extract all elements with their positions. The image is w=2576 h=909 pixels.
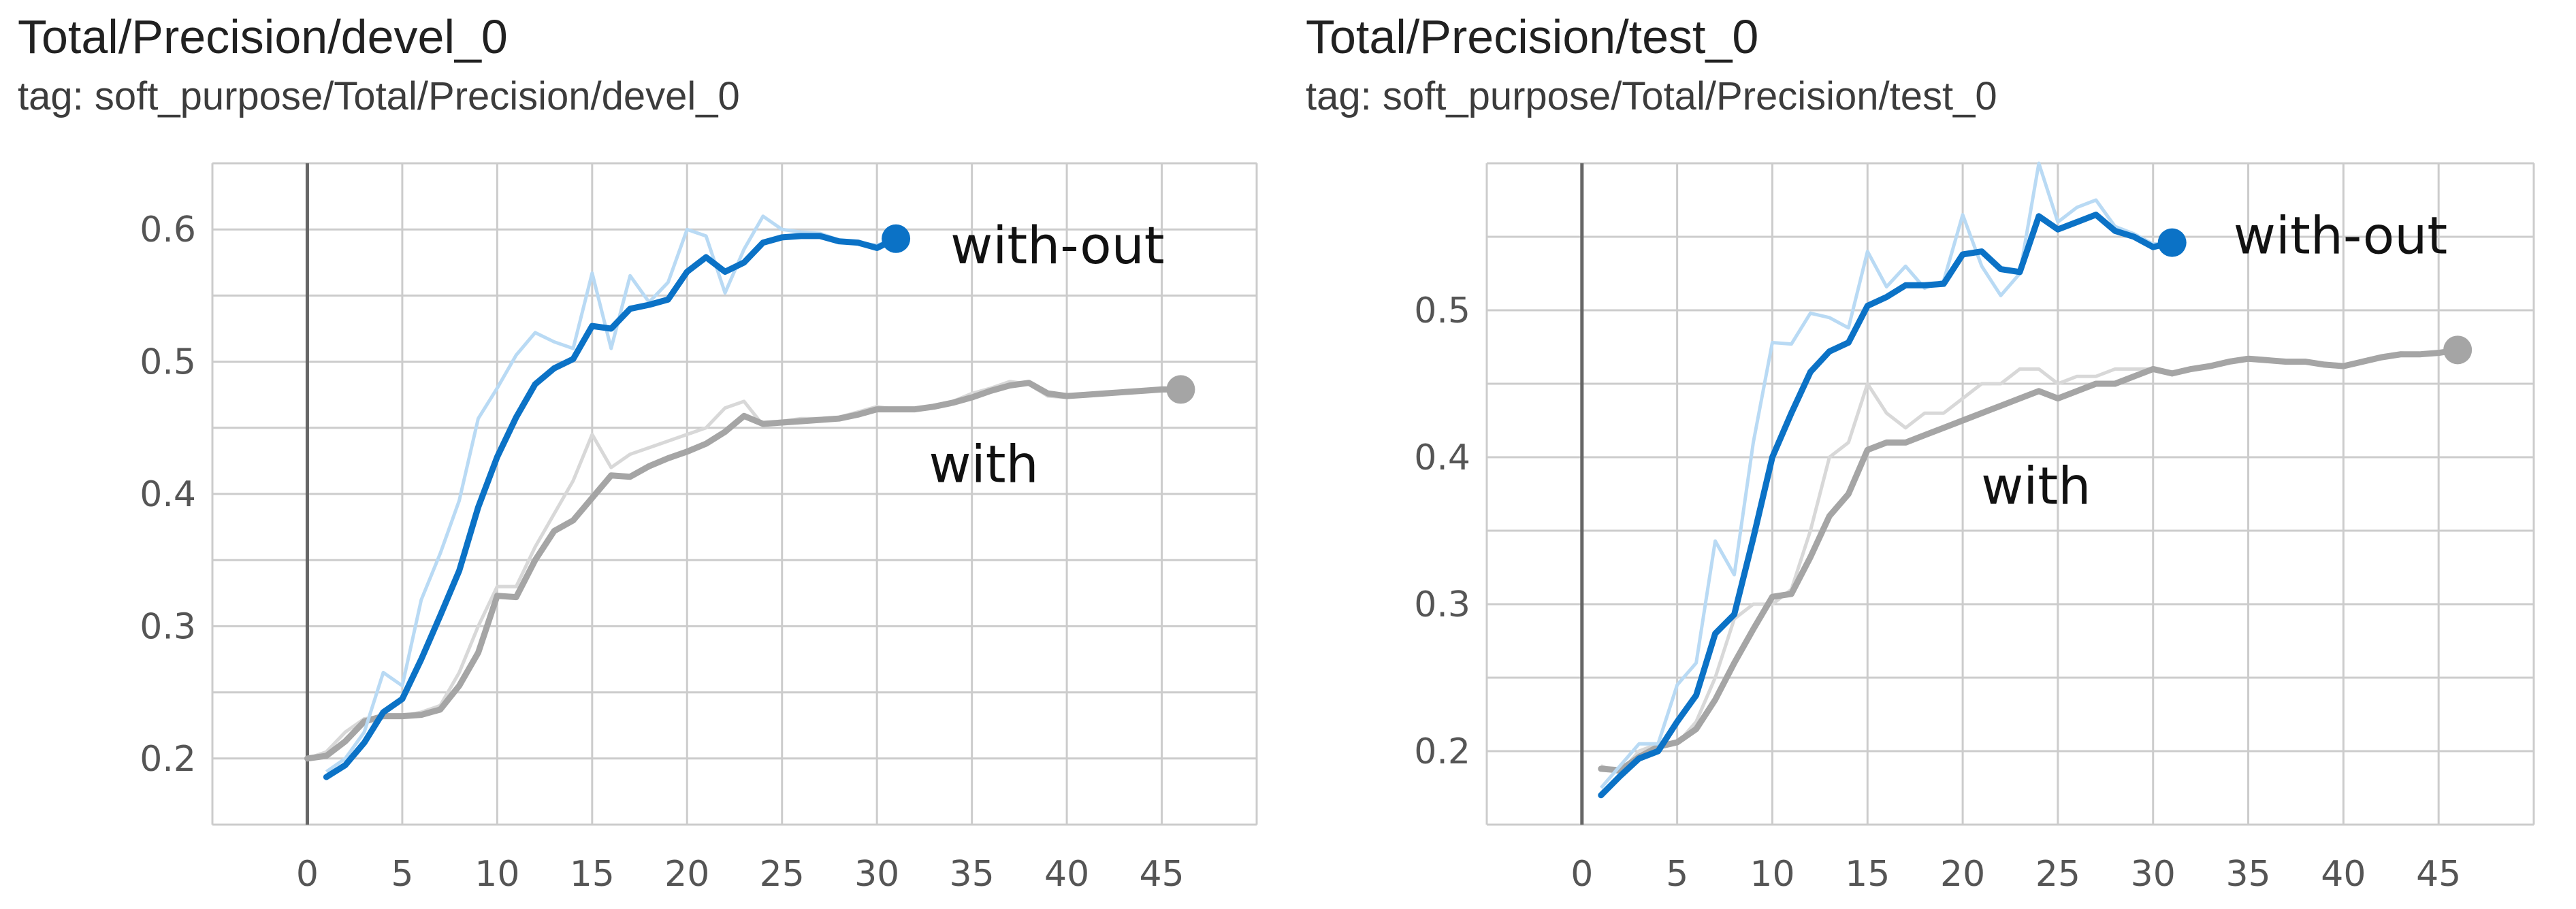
chart-title: Total/Precision/test_0 bbox=[1306, 10, 1759, 63]
y-tick-label: 0.4 bbox=[140, 474, 196, 515]
x-tick-label: 35 bbox=[2225, 854, 2270, 895]
y-tick-label: 0.2 bbox=[140, 739, 196, 780]
x-tick-label: 40 bbox=[2321, 854, 2366, 895]
y-tick-label: 0.6 bbox=[140, 210, 196, 250]
series-raw-line bbox=[1599, 161, 2172, 789]
y-tick-label: 0.3 bbox=[140, 606, 196, 647]
series-raw-line bbox=[325, 214, 897, 774]
y-tick-label: 0.2 bbox=[1414, 731, 1470, 772]
x-tick-label: 20 bbox=[1940, 854, 1985, 895]
chart-panel-test: Total/Precision/test_0 tag: soft_purpose… bbox=[1288, 0, 2561, 909]
x-tick-label: 0 bbox=[296, 854, 319, 895]
series-label: with-out bbox=[950, 215, 1165, 276]
series-endpoint-marker bbox=[2443, 335, 2473, 365]
x-tick-label: 30 bbox=[2131, 854, 2176, 895]
x-tick-label: 30 bbox=[854, 854, 899, 895]
chart-devel: 0.2 0.3 0.4 0.5 0.6 0 5 10 15 20 25 30 35 40 45 with-ou… bbox=[140, 162, 1258, 895]
x-tick-label: 45 bbox=[2416, 854, 2461, 895]
series-raw-line bbox=[306, 380, 1181, 761]
y-tick-label: 0.5 bbox=[140, 342, 196, 383]
x-tick-label: 40 bbox=[1044, 854, 1089, 895]
series-endpoint-marker bbox=[882, 224, 911, 253]
x-tick-label: 10 bbox=[474, 854, 519, 895]
series-endpoint-marker bbox=[2157, 228, 2187, 257]
series-smoothed-line bbox=[323, 233, 899, 780]
y-tick-label: 0.5 bbox=[1414, 291, 1470, 331]
series-label: with bbox=[1981, 455, 2091, 516]
chart-test: 0.2 0.3 0.4 0.5 0 5 10 15 20 25 30 35 40 45 with-out wi… bbox=[1414, 161, 2535, 895]
chart-subtitle: tag: soft_purpose/Total/Precision/devel_… bbox=[18, 74, 740, 118]
y-tick-label: 0.3 bbox=[1414, 584, 1470, 625]
x-tick-label: 15 bbox=[1845, 854, 1890, 895]
series-label: with bbox=[929, 433, 1038, 494]
x-tick-label: 25 bbox=[2035, 854, 2080, 895]
x-tick-label: 15 bbox=[570, 854, 615, 895]
series-raw-line bbox=[1600, 348, 2458, 775]
x-tick-label: 35 bbox=[950, 854, 995, 895]
x-tick-label: 5 bbox=[1666, 854, 1688, 895]
y-tick-label: 0.4 bbox=[1414, 437, 1470, 478]
x-tick-label: 0 bbox=[1571, 854, 1593, 895]
x-tick-label: 45 bbox=[1139, 854, 1184, 895]
grid bbox=[1485, 162, 2535, 826]
x-tick-label: 25 bbox=[760, 854, 805, 895]
x-tick-label: 20 bbox=[664, 854, 709, 895]
series-label: with-out bbox=[2234, 205, 2448, 266]
chart-panel-devel: Total/Precision/devel_0 tag: soft_purpos… bbox=[0, 0, 1273, 909]
chart-title: Total/Precision/devel_0 bbox=[18, 10, 508, 63]
series-endpoint-marker bbox=[1166, 375, 1195, 404]
series-smoothed-line bbox=[1598, 212, 2176, 799]
x-tick-label: 5 bbox=[391, 854, 413, 895]
chart-subtitle: tag: soft_purpose/Total/Precision/test_0 bbox=[1306, 74, 1997, 118]
series-smoothed-line bbox=[1598, 346, 2461, 774]
x-tick-label: 10 bbox=[1750, 854, 1794, 895]
series-smoothed-line bbox=[304, 380, 1184, 762]
